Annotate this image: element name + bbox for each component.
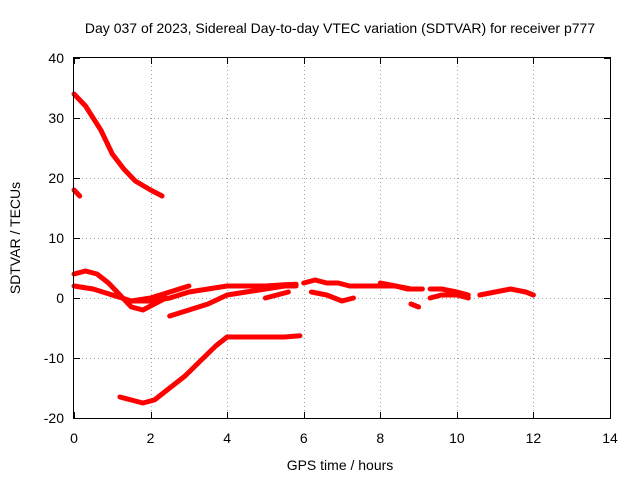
x-tick-label: 8 [376, 430, 384, 446]
series-trace-k [408, 301, 422, 310]
grid [74, 58, 610, 418]
tick-marks [74, 58, 611, 419]
y-tick-label: 40 [48, 50, 64, 66]
data-traces [71, 91, 536, 406]
series-trace-l [427, 286, 471, 298]
series-trace-g [262, 289, 291, 301]
x-tick-label: 10 [449, 430, 465, 446]
y-tick-label: -10 [44, 350, 64, 366]
y-tick-label: -20 [44, 410, 64, 426]
y-tick-labels: -20 -10 0 10 20 30 40 [44, 50, 64, 426]
x-tick-labels: 0 2 4 6 8 10 12 14 [70, 430, 618, 446]
series-trace-m [427, 292, 471, 301]
series-trace-o [117, 333, 303, 406]
series-trace-d [71, 268, 169, 313]
y-tick-label: 10 [48, 230, 64, 246]
y-tick-label: 30 [48, 110, 64, 126]
series-trace-i [308, 289, 356, 304]
series-trace-a [71, 91, 165, 199]
x-tick-label: 4 [223, 430, 231, 446]
x-tick-label: 12 [526, 430, 542, 446]
series-trace-b [71, 187, 83, 199]
series-trace-f [167, 283, 299, 319]
plot-frame [73, 57, 611, 419]
y-tick-label: 0 [56, 290, 64, 306]
x-tick-label: 0 [70, 430, 78, 446]
x-tick-label: 2 [147, 430, 155, 446]
series-trace-n [477, 286, 536, 298]
series-trace-j [377, 280, 425, 292]
x-axis-label: GPS time / hours [287, 457, 394, 473]
x-tick-label: 14 [602, 430, 618, 446]
y-tick-label: 20 [48, 170, 64, 186]
x-tick-label: 6 [300, 430, 308, 446]
chart-title: Day 037 of 2023, Sidereal Day-to-day VTE… [85, 20, 595, 36]
y-axis-label: SDTVAR / TECUs [7, 182, 23, 294]
